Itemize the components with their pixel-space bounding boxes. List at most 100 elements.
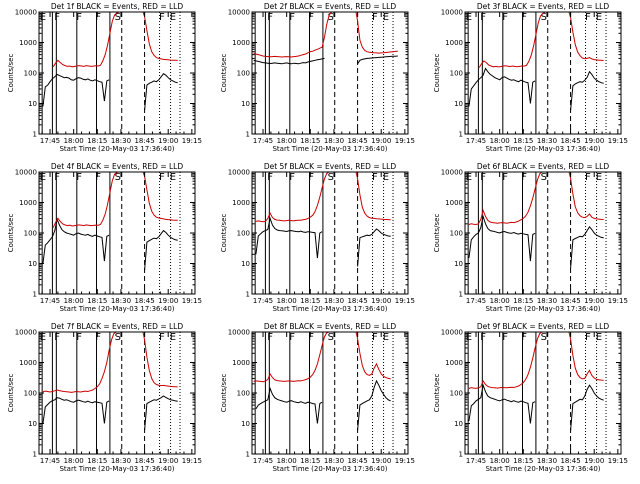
x-tick-label: 17:45 bbox=[466, 297, 486, 305]
series-line-lld-2 bbox=[568, 172, 604, 220]
series-line-lld-1 bbox=[253, 332, 334, 383]
x-tick-label: 18:00 bbox=[64, 137, 84, 145]
flag-label: S bbox=[115, 12, 121, 23]
flag-label: F bbox=[480, 172, 486, 183]
flag-label: F bbox=[289, 172, 295, 183]
flag-label: F bbox=[54, 12, 60, 23]
flag-label: E bbox=[596, 12, 602, 23]
x-axis-label: Start Time (20-May-03 17:36:40) bbox=[59, 465, 174, 473]
series-line-events-2 bbox=[570, 384, 604, 431]
flag-label: F bbox=[95, 332, 101, 343]
y-tick-label: 100 bbox=[237, 70, 250, 78]
chart-panel-2: Det 2f BLACK = Events, RED = LLD F F F S F E 1 1… bbox=[213, 0, 426, 160]
y-tick-label: 100 bbox=[24, 390, 37, 398]
y-tick-label: 1000 bbox=[445, 199, 463, 207]
y-tick-label: 100 bbox=[450, 70, 463, 78]
chart-title: Det 2f BLACK = Events, RED = LLD bbox=[264, 2, 397, 11]
y-tick-label: 1000 bbox=[445, 39, 463, 47]
x-tick-label: 18:30 bbox=[111, 457, 131, 465]
y-tick-label: 1 bbox=[459, 451, 463, 459]
chart-title: Det 5f BLACK = Events, RED = LLD bbox=[264, 162, 397, 171]
x-axis-label: Start Time (20-May-03 17:36:40) bbox=[485, 465, 600, 473]
plot-frame bbox=[464, 171, 622, 295]
x-tick-label: 18:30 bbox=[324, 137, 344, 145]
x-tick-label: 18:00 bbox=[277, 137, 297, 145]
x-tick-label: 19:15 bbox=[608, 297, 628, 305]
chart-title: Det 9f BLACK = Events, RED = LLD bbox=[477, 322, 610, 331]
x-tick-label: 18:00 bbox=[64, 457, 84, 465]
series-line-events-1 bbox=[42, 217, 110, 264]
y-axis-label: Counts/sec bbox=[7, 214, 15, 253]
x-tick-label: 19:15 bbox=[395, 137, 415, 145]
chart-panel-4: Det 4f BLACK = Events, RED = LLD E F F F S F E 1… bbox=[0, 160, 213, 320]
flag-label: E bbox=[596, 332, 602, 343]
x-tick-label: 18:45 bbox=[347, 137, 367, 145]
chart-title: Det 1f BLACK = Events, RED = LLD bbox=[51, 2, 184, 11]
flag-label: E bbox=[40, 12, 46, 23]
y-tick-label: 10000 bbox=[441, 329, 463, 337]
flag-label: F bbox=[76, 172, 82, 183]
y-axis-label: Counts/sec bbox=[433, 54, 441, 93]
x-axis-label: Start Time (20-May-03 17:36:40) bbox=[485, 305, 600, 313]
flag-label: S bbox=[541, 12, 547, 23]
x-tick-label: 19:00 bbox=[158, 137, 178, 145]
x-tick-label: 18:30 bbox=[111, 137, 131, 145]
series-line-events-1 bbox=[253, 57, 325, 65]
x-tick-label: 18:15 bbox=[513, 137, 533, 145]
series-line-lld-2 bbox=[142, 172, 178, 221]
y-tick-label: 1 bbox=[459, 131, 463, 139]
y-axis-label: Counts/sec bbox=[433, 374, 441, 413]
flag-label: F bbox=[372, 172, 378, 183]
y-tick-label: 10 bbox=[28, 420, 37, 428]
series-line-events-1 bbox=[255, 216, 323, 259]
flag-label: F bbox=[308, 12, 314, 23]
flag-label: F bbox=[289, 12, 295, 23]
x-tick-label: 19:15 bbox=[395, 297, 415, 305]
series-line-lld-1 bbox=[42, 332, 121, 393]
x-tick-label: 17:45 bbox=[466, 457, 486, 465]
x-tick-label: 18:30 bbox=[324, 457, 344, 465]
x-axis-label: Start Time (20-May-03 17:36:40) bbox=[59, 305, 174, 313]
y-tick-label: 1 bbox=[246, 451, 250, 459]
y-tick-label: 10000 bbox=[15, 9, 37, 17]
flag-label: F bbox=[76, 12, 82, 23]
flag-label: E bbox=[466, 172, 472, 183]
y-tick-label: 10000 bbox=[441, 9, 463, 17]
series-line-events-2 bbox=[144, 395, 178, 431]
y-tick-label: 10 bbox=[28, 260, 37, 268]
x-axis-label: Start Time (20-May-03 17:36:40) bbox=[485, 145, 600, 153]
plot-frame bbox=[38, 11, 196, 135]
plot-frame bbox=[38, 331, 196, 455]
x-tick-label: 19:00 bbox=[371, 137, 391, 145]
y-tick-label: 10 bbox=[28, 100, 37, 108]
y-tick-label: 10 bbox=[454, 100, 463, 108]
x-tick-label: 17:45 bbox=[466, 137, 486, 145]
series-line-events-2 bbox=[144, 73, 178, 111]
chart-panel-7: Det 7f BLACK = Events, RED = LLD E F F F S F E 1… bbox=[0, 320, 213, 480]
x-tick-label: 18:30 bbox=[537, 137, 557, 145]
flag-label: S bbox=[541, 332, 547, 343]
flag-label: S bbox=[541, 172, 547, 183]
flag-label: E bbox=[40, 172, 46, 183]
y-tick-label: 1000 bbox=[232, 199, 250, 207]
flag-label: F bbox=[95, 12, 101, 23]
y-tick-label: 10000 bbox=[228, 169, 250, 177]
y-tick-label: 1000 bbox=[232, 39, 250, 47]
x-tick-label: 19:00 bbox=[584, 457, 604, 465]
x-tick-label: 17:45 bbox=[253, 457, 273, 465]
y-tick-label: 100 bbox=[237, 230, 250, 238]
flag-label: S bbox=[115, 172, 121, 183]
flag-label: E bbox=[466, 332, 472, 343]
series-line-lld-2 bbox=[355, 12, 398, 54]
flag-label: F bbox=[289, 332, 295, 343]
x-tick-label: 18:30 bbox=[537, 457, 557, 465]
series-line-lld-1 bbox=[253, 12, 334, 58]
flag-label: F bbox=[585, 12, 591, 23]
x-tick-label: 18:00 bbox=[490, 457, 510, 465]
series-line-events-2 bbox=[144, 229, 178, 271]
flag-label: F bbox=[521, 12, 527, 23]
flag-label: F bbox=[308, 332, 314, 343]
